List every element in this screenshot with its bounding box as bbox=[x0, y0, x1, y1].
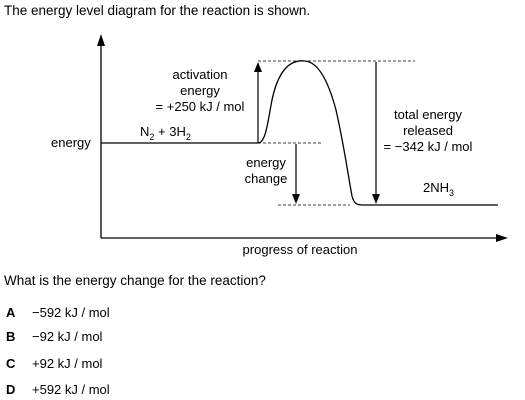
option-b-letter: B bbox=[6, 329, 16, 344]
option-a-text: −592 kJ / mol bbox=[32, 305, 110, 320]
question-text: What is the energy change for the reacti… bbox=[4, 273, 266, 288]
option-b-text: −92 kJ / mol bbox=[32, 329, 103, 344]
total-energy-label-1: total energy bbox=[394, 107, 462, 122]
reaction-profile-curve bbox=[101, 60, 498, 206]
activation-label-2: energy bbox=[180, 83, 220, 98]
x-axis-arrowhead bbox=[496, 234, 508, 242]
option-b[interactable]: B −92 kJ / mol bbox=[6, 329, 102, 344]
option-c-text: +92 kJ / mol bbox=[32, 356, 103, 371]
energy-level-diagram: energy progress of reaction activation e… bbox=[51, 34, 508, 257]
energy-change-label-1: energy bbox=[246, 155, 286, 170]
option-d-letter: D bbox=[6, 382, 16, 397]
y-axis-arrowhead bbox=[97, 34, 105, 46]
activation-label-1: activation bbox=[173, 67, 228, 82]
x-axis-label: progress of reaction bbox=[243, 242, 358, 257]
activation-label-3: = +250 kJ / mol bbox=[156, 99, 245, 114]
option-d[interactable]: D +592 kJ / mol bbox=[6, 382, 110, 397]
option-c-letter: C bbox=[6, 356, 16, 371]
y-axis-label: energy bbox=[51, 135, 91, 150]
total-energy-label-2: released bbox=[403, 123, 453, 138]
option-d-text: +592 kJ / mol bbox=[32, 382, 110, 397]
intro-text: The energy level diagram for the reactio… bbox=[4, 3, 311, 18]
option-a[interactable]: A −592 kJ / mol bbox=[6, 305, 110, 320]
total-energy-arrowhead bbox=[372, 194, 380, 204]
product-label: 2NH3 bbox=[423, 180, 454, 198]
option-a-letter: A bbox=[6, 305, 16, 320]
activation-energy-arrowhead bbox=[254, 62, 262, 72]
energy-change-label-2: change bbox=[245, 171, 288, 186]
reactants-label: N2 + 3H2 bbox=[140, 124, 191, 142]
energy-change-arrowhead bbox=[292, 194, 300, 204]
option-c[interactable]: C +92 kJ / mol bbox=[6, 356, 102, 371]
total-energy-label-3: = −342 kJ / mol bbox=[384, 139, 473, 154]
